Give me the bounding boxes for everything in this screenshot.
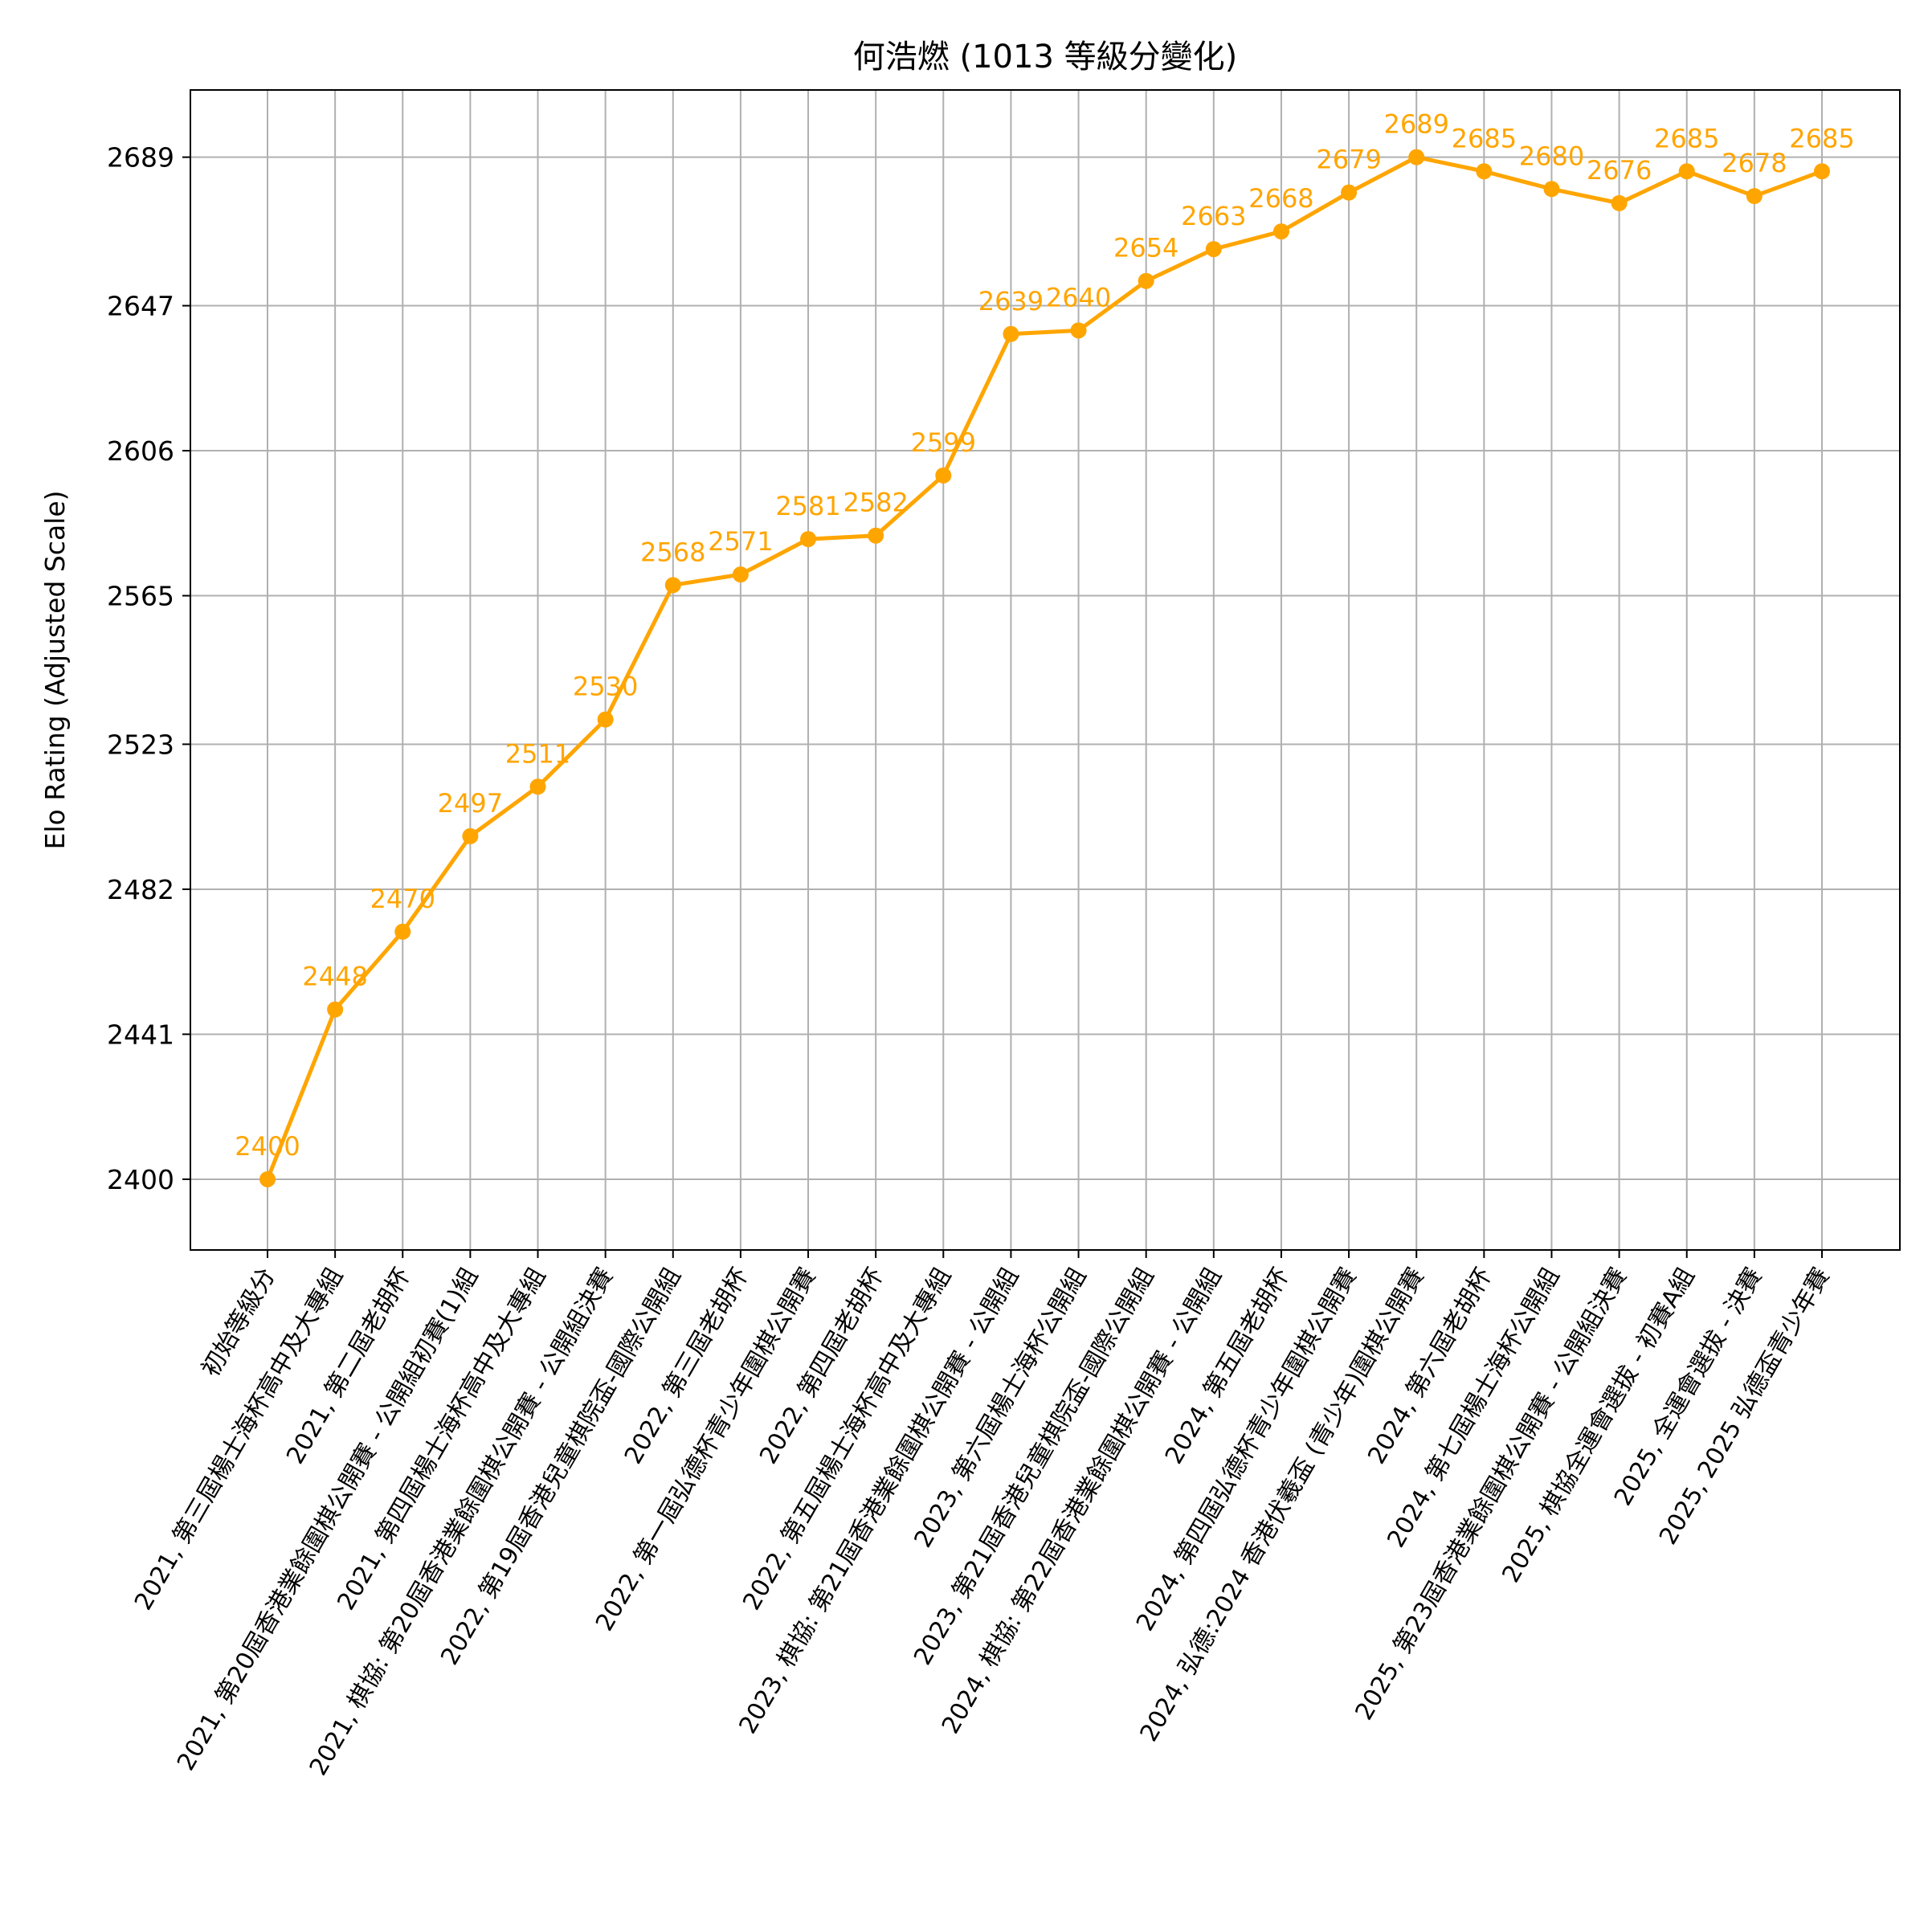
y-tick-label: 2441 — [107, 1019, 174, 1050]
data-label: 2685 — [1654, 123, 1719, 153]
data-label: 2685 — [1452, 123, 1517, 153]
data-label: 2400 — [235, 1131, 300, 1162]
data-point — [800, 531, 817, 548]
data-point — [529, 778, 546, 795]
data-point — [462, 827, 479, 844]
data-label: 2689 — [1383, 109, 1448, 140]
series-line-group — [259, 149, 1830, 1187]
data-label: 2639 — [978, 286, 1044, 317]
data-label: 2511 — [505, 738, 570, 769]
data-label: 2571 — [708, 526, 773, 557]
data-point — [1003, 325, 1019, 342]
data-point — [1678, 163, 1695, 180]
data-point — [394, 923, 411, 940]
data-label: 2685 — [1789, 123, 1854, 153]
data-point — [1611, 194, 1628, 211]
data-point — [1746, 188, 1763, 205]
grid — [190, 90, 1900, 1250]
data-point — [1205, 241, 1222, 258]
data-label: 2654 — [1113, 233, 1178, 263]
data-label: 2530 — [573, 672, 638, 702]
data-point — [1813, 163, 1830, 180]
y-tick-label: 2647 — [107, 291, 174, 322]
y-tick-label: 2400 — [107, 1164, 174, 1195]
plot-frame — [190, 89, 1901, 1251]
data-label: 2582 — [843, 488, 908, 518]
data-label: 2568 — [640, 537, 705, 567]
data-point — [868, 527, 884, 544]
data-label: 2640 — [1046, 282, 1111, 312]
data-point — [327, 1001, 344, 1018]
data-label: 2470 — [370, 884, 435, 914]
data-label: 2679 — [1316, 145, 1381, 175]
data-point — [1070, 322, 1087, 339]
data-label: 2581 — [775, 491, 840, 521]
data-label: 2599 — [911, 427, 976, 458]
data-label: 2676 — [1587, 155, 1652, 186]
data-point — [732, 566, 749, 583]
data-label: 2663 — [1181, 201, 1246, 231]
y-axis-label: Elo Rating (Adjusted Scale) — [39, 490, 71, 849]
data-label: 2668 — [1248, 183, 1313, 214]
data-label: 2678 — [1722, 148, 1787, 178]
data-point — [1408, 149, 1425, 165]
data-label: 2448 — [302, 962, 367, 992]
data-point — [1476, 163, 1493, 180]
data-point — [597, 711, 614, 728]
data-point — [664, 577, 681, 594]
data-point — [935, 467, 952, 484]
y-tick-label: 2606 — [107, 435, 174, 467]
data-label: 2680 — [1519, 141, 1584, 171]
data-point — [1138, 272, 1154, 289]
data-point — [1272, 223, 1289, 240]
series-line — [265, 155, 1823, 1180]
chart-title: 何浩燃 (1013 等級分變化) — [853, 39, 1237, 76]
data-point — [1543, 181, 1560, 198]
y-axis: 2400 2441 2482 2523 2565 2606 2647 2689 — [107, 142, 190, 1195]
y-tick-label: 2482 — [107, 874, 174, 905]
y-tick-label: 2565 — [107, 581, 174, 612]
data-point — [1341, 184, 1358, 201]
y-tick-label: 2689 — [107, 142, 174, 174]
data-label: 2497 — [438, 788, 503, 819]
data-point — [259, 1170, 276, 1187]
y-tick-label: 2523 — [107, 729, 174, 760]
